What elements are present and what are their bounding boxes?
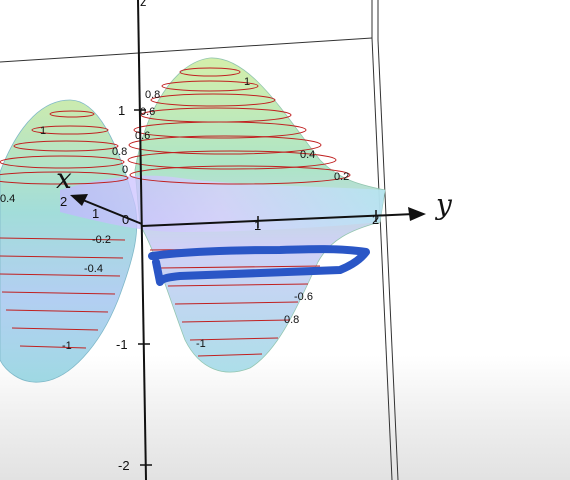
x-tick-label: 1 <box>92 206 99 221</box>
contour-label: 0.8 <box>112 146 127 158</box>
y-axis-label: y <box>434 188 453 221</box>
contour-lines-right-upper <box>127 67 351 185</box>
x-axis-arrowhead <box>70 194 88 206</box>
x-tick-label: 0 <box>122 212 129 227</box>
contour-label: 0.6 <box>140 106 155 118</box>
z-tick-label: 1 <box>118 103 125 118</box>
contour-lines-left-lower <box>0 237 126 349</box>
contour-label: 0.6 <box>135 130 150 142</box>
y-axis <box>141 213 415 227</box>
contour-label: -0.2 <box>92 234 111 246</box>
x-axis-label: x <box>56 162 72 195</box>
contour-label: 0.4 <box>0 193 15 205</box>
contour-label: 1 <box>244 76 250 88</box>
annotation-highlight <box>148 245 370 286</box>
contour-label: -0.6 <box>294 291 313 303</box>
contour-labels: 1 0.8 0.6 0.4 0.2 0 1 0.8 0.6 0.4 -0.2 -… <box>0 76 349 352</box>
axes <box>77 0 415 480</box>
contour-label: 0.4 <box>300 149 315 161</box>
contour-lines-left-upper <box>0 110 129 185</box>
contour-lines-right-lower <box>149 247 331 357</box>
z-tick-label: -2 <box>118 458 130 473</box>
tick-marks <box>134 109 377 466</box>
contour-label: 0.2 <box>334 171 349 183</box>
y-tick-label: 2 <box>372 212 379 227</box>
contour-label: -0.4 <box>84 263 103 275</box>
bounding-box <box>0 0 399 480</box>
y-tick-label: 1 <box>254 218 261 233</box>
x-axis <box>77 197 143 225</box>
contour-label: 0.8 <box>284 314 299 326</box>
contour-label: -1 <box>196 338 206 350</box>
z-axis <box>137 0 147 480</box>
contour-label: 0 <box>122 164 128 176</box>
x-tick-label: 2 <box>60 194 67 209</box>
z-tick-label: z <box>140 0 147 9</box>
y-axis-arrowhead <box>408 207 426 221</box>
contour-label: 1 <box>40 125 46 137</box>
contour-label: 0.8 <box>145 89 160 101</box>
contour-label: -1 <box>62 340 72 352</box>
z-tick-label: -1 <box>116 337 128 352</box>
